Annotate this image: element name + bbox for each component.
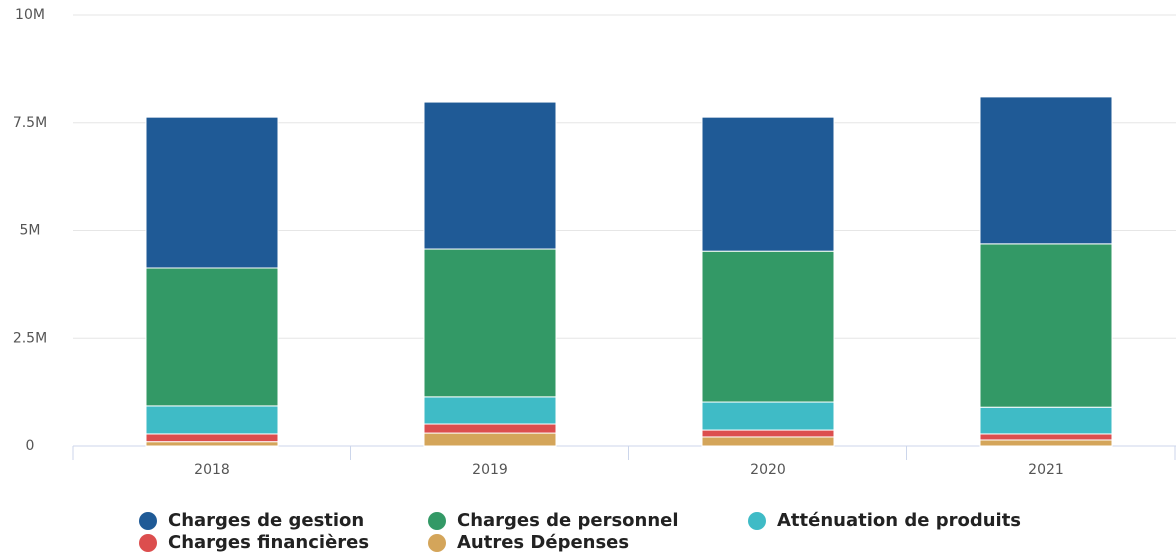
bar-segment [145,267,279,407]
legend-marker [428,534,446,552]
bar-segment [423,101,557,250]
legend-label: Charges de gestion [168,510,364,531]
legend-label: Atténuation de produits [777,510,1021,531]
bar-segment [979,439,1113,447]
bar-segment [423,432,557,447]
bar-segment [701,401,835,431]
y-tick-label: 10M [15,7,45,23]
legend-marker [139,512,157,530]
bar-segment [145,405,279,435]
bar-segment [701,116,835,252]
legend-label: Autres Dépenses [457,532,629,553]
bar-segment [701,436,835,447]
bar-segment [979,96,1113,245]
bar-segment [979,433,1113,441]
x-tick-label: 2021 [1028,462,1064,478]
bar-segment [423,423,557,434]
bar-segment [145,116,279,269]
x-tick-label: 2019 [472,462,508,478]
legend-label: Charges de personnel [457,510,679,531]
y-tick-label: 2.5M [13,330,47,346]
bar-segment [701,429,835,438]
legend-marker [748,512,766,530]
y-tick-label: 7.5M [13,115,47,131]
y-tick-label: 5M [20,223,41,239]
bar-segment [423,396,557,425]
legend-marker [139,534,157,552]
bar-segment [145,441,279,447]
bar-segment [145,433,279,443]
legend-label: Charges financières [168,532,369,553]
bar-segment [701,250,835,403]
x-tick-label: 2018 [194,462,230,478]
x-tick-label: 2020 [750,462,786,478]
bar-segment [979,406,1113,435]
legend-marker [428,512,446,530]
y-tick-label: 0 [26,438,35,454]
bar-segment [979,243,1113,408]
bar-segment [423,248,557,398]
